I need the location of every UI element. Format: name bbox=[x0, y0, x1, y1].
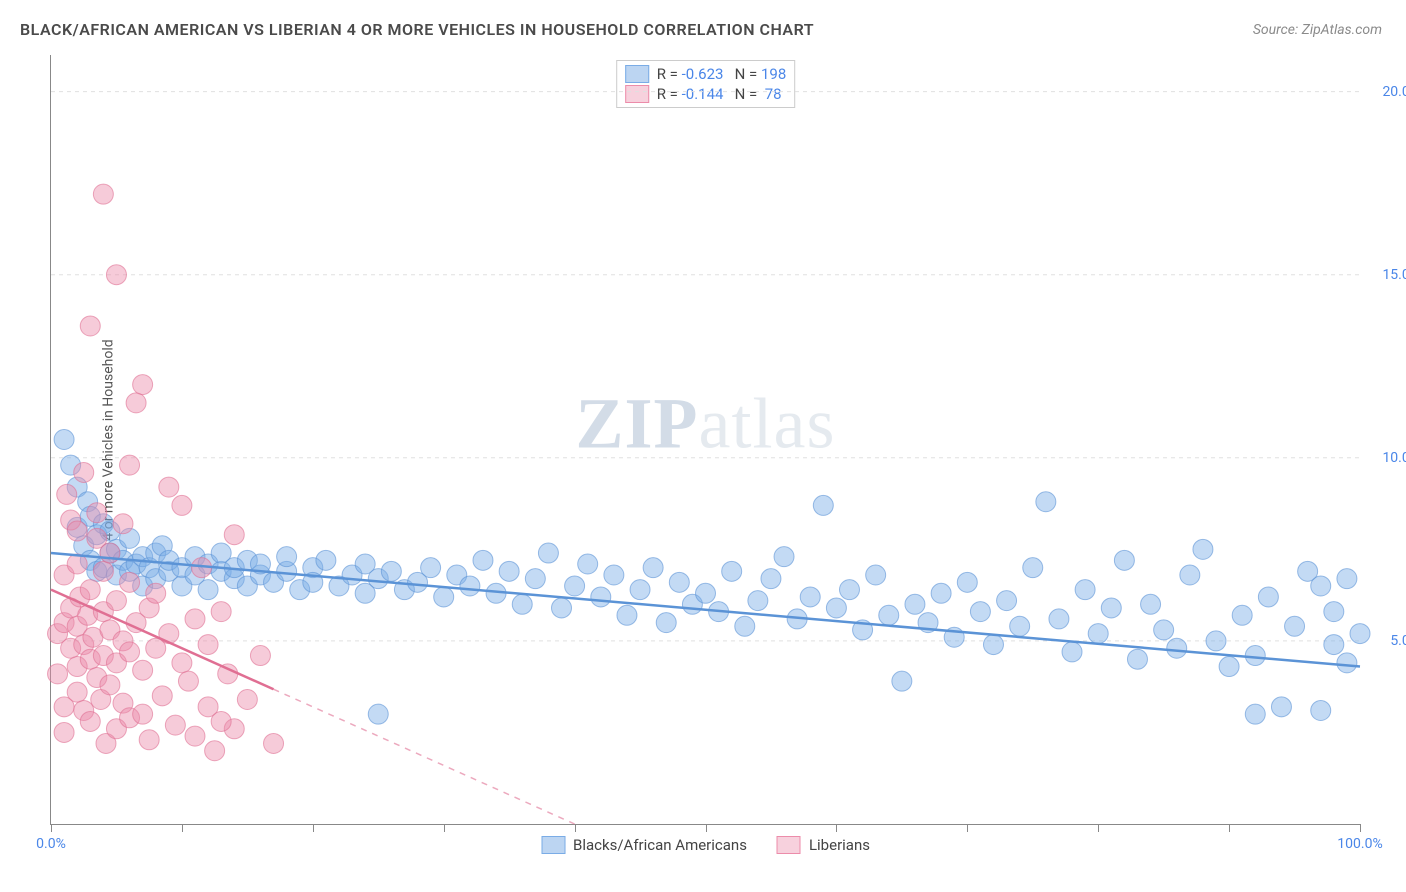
x-tick bbox=[313, 824, 314, 832]
legend-label-pink: Liberians bbox=[809, 836, 870, 854]
y-tick-label: 5.0% bbox=[1390, 633, 1406, 649]
legend-swatch-pink-icon bbox=[777, 836, 801, 854]
y-tick-label: 20.0% bbox=[1382, 84, 1406, 100]
x-tick bbox=[444, 824, 445, 832]
x-tick bbox=[51, 824, 52, 832]
y-tick-label: 15.0% bbox=[1382, 267, 1406, 283]
legend-item-blue: Blacks/African Americans bbox=[541, 836, 747, 854]
y-tick-label: 10.0% bbox=[1382, 450, 1406, 466]
bottom-legend: Blacks/African Americans Liberians bbox=[541, 836, 870, 854]
x-tick bbox=[1098, 824, 1099, 832]
x-tick bbox=[967, 824, 968, 832]
x-tick bbox=[575, 824, 576, 832]
x-tick-label: 100.0% bbox=[1337, 836, 1382, 852]
x-tick bbox=[706, 824, 707, 832]
plot-area: ZIPatlas R = -0.623 N = 198 R = -0.144 N… bbox=[50, 55, 1360, 825]
x-tick bbox=[1360, 824, 1361, 832]
source-label: Source: ZipAtlas.com bbox=[1253, 22, 1382, 38]
x-tick-label: 0.0% bbox=[36, 836, 66, 852]
legend-swatch-blue-icon bbox=[541, 836, 565, 854]
legend-item-pink: Liberians bbox=[777, 836, 870, 854]
x-tick bbox=[182, 824, 183, 832]
legend-label-blue: Blacks/African Americans bbox=[573, 836, 747, 854]
x-tick bbox=[836, 824, 837, 832]
chart-title: BLACK/AFRICAN AMERICAN VS LIBERIAN 4 OR … bbox=[20, 20, 814, 39]
x-tick bbox=[1229, 824, 1230, 832]
plot-svg bbox=[51, 55, 1360, 824]
